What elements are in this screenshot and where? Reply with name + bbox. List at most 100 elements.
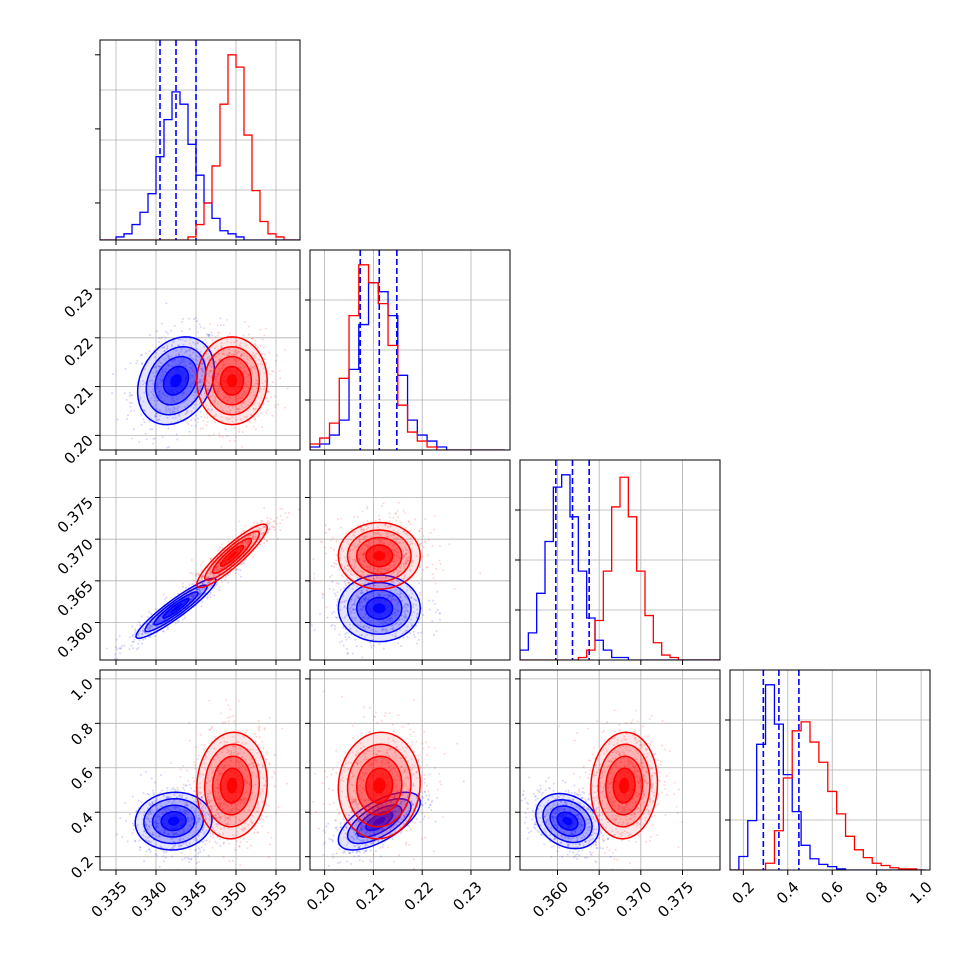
scatter-point [173,400,176,403]
scatter-point [190,586,193,589]
panel-content [100,670,300,870]
scatter-point [154,415,157,418]
scatter-point [124,801,127,804]
scatter-point [217,334,220,337]
scatter-point [215,568,218,571]
scatter-point [398,618,401,621]
scatter-point [166,626,169,629]
scatter-point [183,617,186,620]
scatter-point [397,501,400,504]
scatter-point [198,592,201,595]
scatter-point [199,381,202,384]
scatter-point [409,632,412,635]
scatter-point [205,358,208,361]
scatter-point [200,743,203,746]
scatter-point [200,394,203,397]
scatter-point [160,774,163,777]
scatter-point [431,573,434,576]
scatter-point [210,369,213,372]
scatter-point [233,720,236,723]
panel-frame [99,459,301,661]
scatter-point [126,417,129,420]
scatter-point [147,627,150,630]
scatter-point [325,606,328,609]
scatter-point [335,559,338,562]
scatter-point [386,589,389,592]
scatter-point [194,424,197,427]
scatter-point [228,417,231,420]
scatter-point [200,415,203,418]
scatter-point [394,611,397,614]
scatter-point [131,635,134,638]
scatter-point [241,542,244,545]
scatter-point [169,410,172,413]
scatter-point [247,374,250,377]
scatter-point [233,440,236,443]
scatter-point [208,334,211,337]
scatter-point [333,625,336,628]
scatter-point [212,833,215,836]
scatter-point [240,354,243,357]
scatter-point [176,620,179,623]
scatter-point [194,767,197,770]
scatter-point [231,406,234,409]
scatter-point [220,543,223,546]
scatter-point [403,610,406,613]
scatter-point [168,445,171,448]
scatter-point [390,598,393,601]
scatter-point [212,579,215,582]
scatter-point [199,381,202,384]
scatter-point [237,407,240,410]
scatter-point [164,406,167,409]
y-tick-label: 0.370 [54,535,97,578]
scatter-point [203,416,206,419]
scatter-point [198,387,201,390]
scatter-point [213,415,216,418]
scatter-point [133,633,136,636]
scatter-point [274,403,277,406]
scatter-point [198,590,201,593]
scatter-point [408,520,411,523]
scatter-point [253,532,256,535]
scatter-point [252,532,255,535]
scatter-point [275,359,278,362]
scatter-point [355,645,358,648]
scatter-point [207,575,210,578]
scatter-point [310,624,313,627]
scatter-point [246,375,249,378]
panel-content [100,460,300,660]
scatter-point [210,395,213,398]
scatter-point [174,358,177,361]
y-tick-label: 0.20 [60,431,96,467]
scatter-point [196,339,199,342]
scatter-point [210,385,213,388]
scatter-point [354,638,357,641]
scatter-point [233,353,236,356]
scatter-point [254,343,257,346]
scatter-point [210,390,213,393]
scatter-point [199,427,202,430]
scatter-point [255,379,258,382]
scatter-point [252,354,255,357]
scatter-point [212,391,215,394]
scatter-point [268,763,271,766]
scatter-point [189,374,192,377]
scatter-point [167,364,170,367]
scatter-point [246,373,249,376]
scatter-point [255,352,258,355]
scatter-point [252,532,255,535]
scatter-point [202,362,205,365]
scatter-point [394,632,397,635]
scatter-point [204,338,207,341]
scatter-point [243,547,246,550]
scatter-point [205,577,208,580]
scatter-point [207,372,210,375]
scatter-point [406,636,409,639]
scatter-point [155,371,158,374]
scatter-point [209,835,212,838]
scatter-point [231,416,234,419]
scatter-point [112,372,115,375]
scatter-point [190,419,193,422]
scatter-point [210,727,213,730]
